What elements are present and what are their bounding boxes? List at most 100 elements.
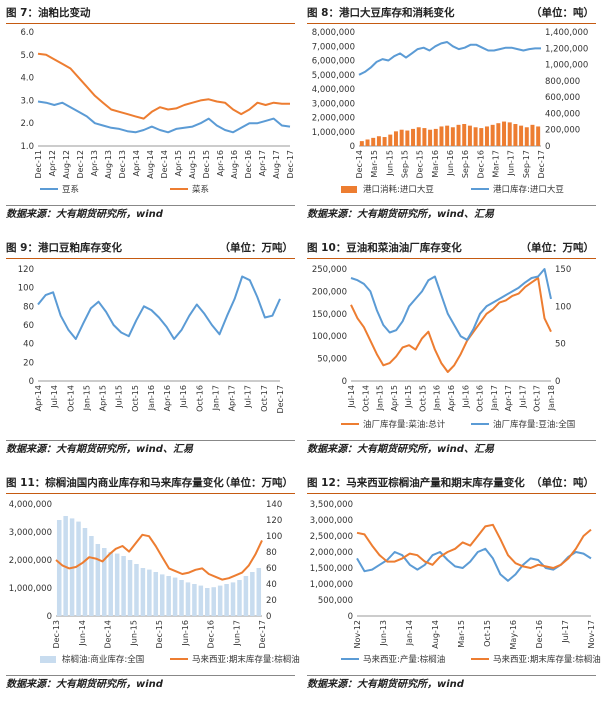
bar [127, 560, 133, 616]
bar [507, 122, 512, 146]
y2-tick-label: 400,000 [545, 109, 580, 119]
x-tick-label: Aug-16 [230, 150, 239, 179]
y2-tick-label: 60 [266, 564, 277, 574]
y2-tick-label: 0 [545, 142, 550, 152]
bar [82, 528, 88, 616]
bar [205, 588, 210, 616]
y-tick-label: 6.0 [20, 28, 34, 38]
bar [198, 585, 204, 616]
y-tick-label: 0 [47, 612, 52, 622]
bar [179, 580, 184, 616]
y-tick-label: 200,000 [312, 287, 347, 297]
x-tick-label: Apr-15 [390, 385, 399, 411]
x-tick-label: Apr-12 [48, 150, 57, 176]
bar [399, 129, 404, 146]
y-tick-label: 3,000,000 [9, 528, 52, 538]
x-tick-label: Dec-17 [258, 620, 267, 649]
y-tick-label: 2,000,000 [312, 114, 355, 124]
y-tick-label: 40 [23, 340, 34, 350]
y-tick-label: 1.0 [20, 142, 34, 152]
y-tick-label: 500,000 [318, 596, 353, 606]
source-note: 数据来源：大有期货研究所，wind [6, 675, 295, 694]
y-tick-label: 2,000,000 [9, 556, 52, 566]
bar [524, 127, 529, 146]
x-tick-label: Jan-16 [147, 385, 156, 411]
x-tick-label: Mar-16 [431, 150, 440, 178]
bar [172, 577, 178, 616]
series-line [55, 533, 263, 581]
y2-tick-label: 1,000,000 [545, 61, 588, 71]
bar [519, 125, 524, 146]
x-tick-label: Sep-17 [522, 150, 531, 178]
x-tick-label: Dec-16 [207, 620, 216, 649]
y-tick-label: 7,000,000 [312, 42, 355, 52]
x-tick-label: Oct-16 [195, 385, 204, 412]
bar [95, 544, 101, 616]
source-note: 数据来源：大有期货研究所，wind、汇易 [307, 205, 596, 224]
bar [192, 584, 197, 616]
bar [502, 121, 507, 146]
bar [102, 548, 107, 616]
bar [108, 552, 113, 616]
y-tick-label: 3,000,000 [310, 516, 353, 526]
bar [134, 564, 139, 616]
legend-label: 菜系 [192, 184, 209, 195]
bar [224, 584, 229, 616]
bar [376, 136, 381, 146]
y-tick-label: 8,000,000 [312, 28, 355, 38]
series-line [356, 547, 592, 582]
x-tick-label: Dec-14 [355, 150, 364, 179]
x-tick-label: Jun-14 [78, 620, 87, 647]
bar [159, 574, 165, 616]
series-line [350, 277, 552, 373]
x-tick-label: Apr-14 [34, 385, 43, 411]
legend-label: 油厂库存量:菜油:总计 [363, 419, 446, 430]
y-tick-label: 0 [348, 612, 353, 622]
x-tick-label: Aug-17 [272, 150, 281, 179]
x-tick-label: Oct-16 [476, 385, 485, 412]
x-tick-label: May-16 [509, 620, 518, 649]
bar [456, 124, 461, 146]
bar [237, 580, 242, 616]
chart-title: 图 7：油粕比变动 [6, 3, 295, 24]
x-tick-label: Apr-16 [163, 385, 172, 411]
x-tick-label: Jan-18 [547, 385, 556, 411]
y-tick-label: 3,500,000 [310, 500, 353, 510]
bar [365, 139, 370, 146]
y-tick-label: 4,000,000 [312, 85, 355, 95]
x-tick-label: Oct-15 [418, 385, 427, 412]
source-note: 数据来源：大有期货研究所，wind [6, 205, 295, 224]
bar [230, 582, 236, 616]
y-tick-label: 0 [342, 377, 347, 387]
chart-plot: 0 1,000,000 2,000,000 3,000,000 4,000,000 5,0… [312, 28, 589, 195]
y2-tick-label: 800,000 [545, 77, 580, 87]
legend-label: 油厂库存量:豆油:全国 [493, 419, 575, 430]
y2-tick-label: 200,000 [545, 126, 580, 136]
bar [56, 520, 62, 616]
series-line [356, 523, 592, 569]
y-tick-label: 20 [23, 358, 34, 368]
x-tick-label: Jun-17 [507, 150, 516, 177]
y2-tick-label: 140 [266, 500, 282, 510]
bar [393, 131, 398, 146]
x-tick-label: Oct-15 [131, 385, 140, 412]
source-note: 数据来源：大有期货研究所，wind、汇易 [6, 440, 295, 459]
y-tick-label: 3.0 [20, 96, 34, 106]
series-line [37, 100, 291, 134]
series-line [37, 52, 290, 120]
x-tick-label: Mar-17 [492, 150, 501, 178]
bar [153, 572, 159, 616]
chart-panel-oilmeal-ratio: 图 7：油粕比变动 1.0 2.0 3.0 4.0 5.0 6.0 Dec-11 Apr-12… [0, 0, 301, 235]
legend-label: 港口消耗:进口大豆 [363, 184, 434, 195]
bar [121, 556, 126, 616]
x-tick-label: Jan-15 [82, 385, 91, 411]
y2-tick-label: 0 [266, 612, 271, 622]
x-tick-label: Aug-14 [146, 150, 155, 179]
legend-label: 豆系 [62, 184, 79, 195]
bar [439, 126, 444, 146]
bar [473, 127, 478, 146]
x-tick-label: Jan-16 [433, 385, 442, 411]
bar [490, 124, 495, 146]
legend-label: 马来西亚:期末库存量:棕榈油 [493, 654, 601, 665]
bar [250, 572, 255, 616]
